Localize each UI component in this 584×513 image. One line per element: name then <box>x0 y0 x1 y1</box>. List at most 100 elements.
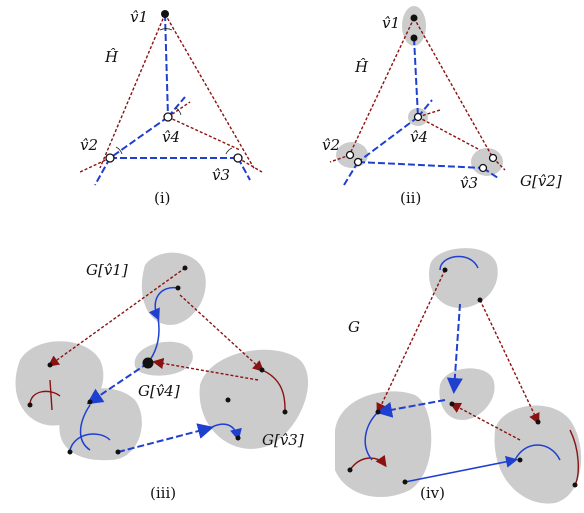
vertex-iii-j <box>235 435 241 441</box>
edge-iv-9 <box>364 411 379 461</box>
edge-iv-6 <box>446 303 463 394</box>
edge-iii-1 <box>47 267 186 367</box>
label-iv-graph-G: G <box>348 318 360 336</box>
edge-ii-v4-v2 <box>357 116 419 163</box>
edge-iv-1 <box>376 269 446 415</box>
vertex-iii-i <box>67 449 73 455</box>
caption-iii: (iii) <box>150 484 176 502</box>
vertex-iv-h <box>347 467 353 473</box>
edge-ii-v1-v4 <box>413 37 419 118</box>
vertex-iii-c <box>47 362 53 368</box>
edge-ii-v2-down <box>343 161 359 186</box>
label-iii-v4: G[v̂4] <box>138 382 180 400</box>
edge-v2-out <box>79 157 111 173</box>
vertex-iii-k <box>225 397 231 403</box>
panel-iii: G[v̂1] G[v̂4] G[v̂3] (iii) <box>15 252 309 502</box>
edge-ii-v1-v3 <box>413 17 494 159</box>
edge-iii-12 <box>209 423 242 441</box>
edge-iii-11 <box>79 404 91 451</box>
angle-v4 <box>175 107 182 116</box>
caption-iv: (iv) <box>420 484 445 502</box>
vertex-iv-b <box>477 297 483 303</box>
blob-iv-top <box>429 248 498 308</box>
edge-iv-4 <box>349 454 387 471</box>
edge-iv-5 <box>569 429 579 486</box>
edge-iii-13 <box>69 433 111 451</box>
blob-iii-v1 <box>141 252 206 325</box>
edge-v2-down <box>94 157 111 186</box>
vertex-iii-d <box>259 367 265 373</box>
edge-iv-8 <box>404 455 518 483</box>
vertex-iv-d <box>535 419 541 425</box>
edge-v1-v3 <box>164 13 256 171</box>
vertex-ii-v2a <box>345 150 355 160</box>
edge-v4-v2 <box>109 116 169 159</box>
blob-iv-right <box>494 405 582 504</box>
vertex-iii-g <box>87 399 93 405</box>
blob-iii-v4 <box>134 341 193 376</box>
caption-i: (i) <box>154 189 171 207</box>
edge-v1-v2 <box>99 13 166 169</box>
edge-iv-2 <box>479 299 540 425</box>
label-iii-v3: G[v̂3] <box>262 431 304 449</box>
label-ii-v1: v̂1 <box>382 14 400 32</box>
vertex-ii-v1a <box>410 14 418 22</box>
vertex-ii-v4 <box>413 112 423 122</box>
edge-iii-8 <box>117 423 214 453</box>
edge-iv-7 <box>376 399 446 418</box>
blob-iv-left <box>335 391 432 498</box>
label-v3: v̂3 <box>212 166 230 184</box>
label-ii-v3: v̂3 <box>460 174 478 192</box>
vertex-iv-a <box>442 267 448 273</box>
edge-iv-11 <box>439 255 479 271</box>
vertex-iii-h <box>115 449 121 455</box>
vertex-iii-f <box>27 402 33 408</box>
vertex-v1 <box>161 10 169 18</box>
edge-v1-v4 <box>164 13 169 118</box>
edge-iii-6 <box>49 379 53 411</box>
vertex-v2 <box>105 153 115 163</box>
edge-iii-4 <box>261 369 286 413</box>
edge-v4-v3 <box>167 116 241 151</box>
vertex-iv-i <box>572 482 578 488</box>
vertex-iv-f <box>517 457 523 463</box>
edge-ii-v4-v3 <box>417 116 481 151</box>
label-graph-H: Ĥ <box>104 48 119 66</box>
blob-iv-mid <box>439 368 495 420</box>
vertex-iii-a <box>182 265 188 271</box>
vertex-ii-v2b <box>353 157 363 167</box>
label-v4: v̂4 <box>162 128 180 146</box>
blob-iii-bottom <box>59 388 142 461</box>
label-ii-graph-H: Ĥ <box>354 58 369 76</box>
vertex-iii-b <box>175 285 181 291</box>
edge-ii-v2-v3 <box>357 161 484 169</box>
label-ii-v4: v̂4 <box>410 128 428 146</box>
panel-iv: G (iv) <box>335 248 582 504</box>
label-v2: v̂2 <box>80 136 98 154</box>
vertex-iii-v4 <box>142 357 154 369</box>
angle-v3 <box>225 147 233 155</box>
edge-ii-v2-out <box>329 154 351 163</box>
edge-iv-10 <box>514 444 561 461</box>
edge-iv-3 <box>449 402 521 441</box>
vertex-v3 <box>233 153 243 163</box>
edge-iii-3 <box>152 357 259 381</box>
vertex-v4 <box>163 112 173 122</box>
blob-v1 <box>402 6 426 46</box>
vertex-iv-g <box>402 479 408 485</box>
edge-v4-out <box>167 101 191 118</box>
vertex-ii-v3a <box>488 153 498 163</box>
vertex-iv-c <box>375 409 381 415</box>
vertex-iv-e <box>449 401 455 407</box>
vertex-ii-v1b <box>410 34 418 42</box>
label-iii-v1: G[v̂1] <box>86 261 128 279</box>
label-ii-blob: G[v̂2] <box>520 172 562 190</box>
edge-iii-5 <box>29 390 61 406</box>
label-v1: v̂1 <box>130 8 148 26</box>
edge-ii-v4-out <box>417 109 441 118</box>
edge-iii-10 <box>149 317 160 361</box>
vertex-ii-v3b <box>478 163 488 173</box>
caption-ii: (ii) <box>400 189 421 207</box>
angle-v2 <box>115 146 123 155</box>
